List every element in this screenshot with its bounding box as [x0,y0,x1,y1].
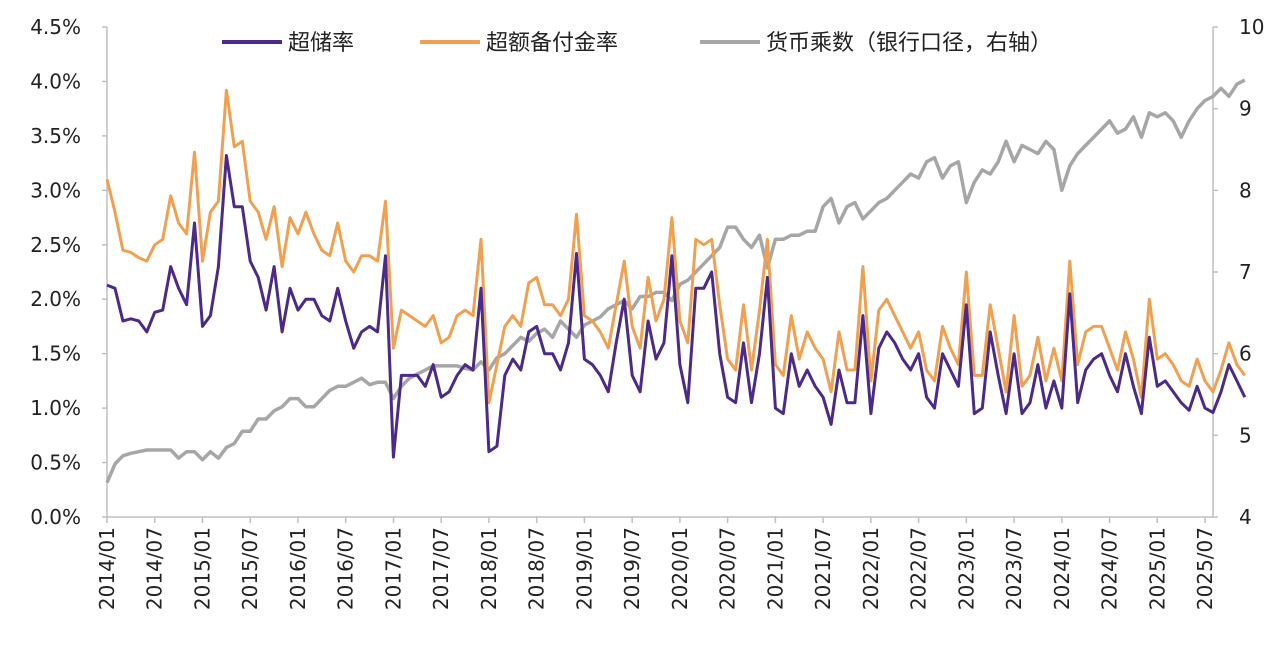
left-tick-label: 4.0% [30,69,81,93]
left-tick-label: 1.0% [30,396,81,420]
x-tick-label: 2024/07 [1098,527,1122,610]
legend: 超储率 超额备付金率 货币乘数（银行口径，右轴） [222,31,1052,56]
x-tick-label: 2022/07 [907,527,931,610]
right-tick-label: 8 [1239,178,1252,202]
x-tick-label: 2016/01 [286,527,310,610]
right-axis-ticks: 4 5 6 7 8 9 10 [1213,15,1264,529]
right-tick-label: 7 [1239,260,1252,284]
x-tick-label: 2018/07 [525,527,549,610]
x-tick-label: 2015/07 [238,527,262,610]
x-tick-label: 2014/07 [143,527,167,610]
x-tick-label: 2025/01 [1145,527,1169,610]
legend-label-0: 超储率 [288,31,354,56]
series-line-0 [106,154,1247,459]
x-tick-label: 2020/01 [668,527,692,610]
x-tick-label: 2017/07 [429,527,453,610]
x-tick-label: 2019/01 [572,527,596,610]
left-tick-label: 2.0% [30,287,81,311]
right-tick-label: 9 [1239,97,1252,121]
series-lines [105,78,1247,484]
legend-label-2: 货币乘数（银行口径，右轴） [766,31,1052,56]
left-tick-label: 3.0% [30,178,81,202]
x-tick-label: 2021/01 [763,527,787,610]
x-tick-label: 2024/01 [1050,527,1074,610]
x-tick-label: 2025/07 [1193,527,1217,610]
right-tick-label: 6 [1239,342,1252,366]
x-tick-label: 2022/01 [859,527,883,610]
x-tick-label: 2019/07 [620,527,644,610]
left-tick-label: 4.5% [30,15,81,39]
x-axis-ticks: 2014/01 2014/07 2015/01 2015/07 2016/01 2016/… [95,517,1217,610]
left-tick-label: 3.5% [30,124,81,148]
series-line-1 [105,88,1247,405]
right-tick-label: 5 [1239,423,1252,447]
legend-label-1: 超额备付金率 [486,31,618,56]
right-tick-label: 10 [1239,15,1264,39]
left-tick-label: 0.0% [30,505,81,529]
x-tick-label: 2020/07 [716,527,740,610]
right-tick-label: 4 [1239,505,1252,529]
x-tick-label: 2016/07 [334,527,358,610]
left-tick-label: 0.5% [30,451,81,475]
x-tick-label: 2015/01 [190,527,214,610]
left-axis-ticks: 0.0% 0.5% 1.0% 1.5% 2.0% 2.5% 3.0% 3.5% 4.0% 4.5% [30,15,107,529]
left-tick-label: 2.5% [30,233,81,257]
left-tick-label: 1.5% [30,342,81,366]
x-tick-label: 2017/01 [381,527,405,610]
x-tick-label: 2014/01 [95,527,119,610]
x-tick-label: 2021/07 [811,527,835,610]
x-tick-label: 2018/01 [477,527,501,610]
x-tick-label: 2023/07 [1002,527,1026,610]
x-tick-label: 2023/01 [954,527,978,610]
